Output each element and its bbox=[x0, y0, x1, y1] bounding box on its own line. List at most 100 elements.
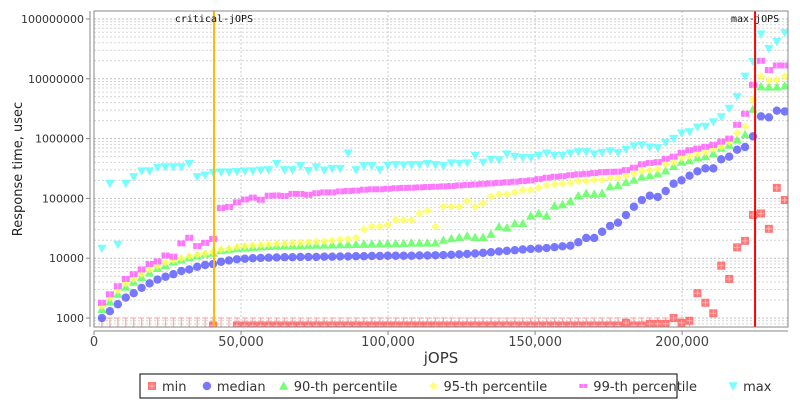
data-point bbox=[741, 110, 750, 117]
data-point bbox=[541, 211, 552, 220]
legend-swatch-icon bbox=[728, 382, 738, 391]
data-point bbox=[391, 238, 401, 248]
y-axis-label: Response time, usec bbox=[11, 102, 26, 236]
data-point bbox=[494, 321, 503, 327]
data-point bbox=[232, 199, 241, 206]
data-point bbox=[557, 151, 568, 161]
series-max bbox=[97, 28, 788, 254]
data-point bbox=[685, 171, 694, 180]
data-point bbox=[717, 138, 726, 145]
data-point bbox=[288, 190, 297, 197]
data-point bbox=[486, 192, 496, 201]
data-point bbox=[232, 167, 242, 177]
data-point bbox=[217, 205, 226, 212]
data-point bbox=[343, 149, 353, 158]
data-point bbox=[430, 238, 441, 247]
data-point bbox=[772, 183, 781, 192]
data-point bbox=[462, 231, 472, 240]
plot-area bbox=[94, 11, 788, 327]
data-point bbox=[614, 168, 623, 175]
data-point bbox=[724, 104, 734, 114]
data-point bbox=[732, 128, 742, 138]
data-point bbox=[391, 215, 400, 224]
data-point bbox=[153, 275, 162, 284]
data-point bbox=[621, 145, 631, 155]
data-point bbox=[669, 153, 678, 160]
data-point bbox=[414, 161, 425, 170]
data-point bbox=[271, 160, 282, 169]
legend-label: 95-th percentile bbox=[444, 380, 548, 395]
data-point bbox=[398, 238, 409, 248]
data-point bbox=[399, 184, 408, 191]
data-point bbox=[653, 159, 662, 166]
data-point bbox=[470, 202, 480, 211]
data-point bbox=[375, 166, 385, 175]
data-point bbox=[518, 218, 528, 228]
data-point bbox=[169, 253, 178, 260]
data-point bbox=[717, 155, 726, 164]
data-point bbox=[359, 162, 369, 171]
y-tick-label: 1000000 bbox=[35, 133, 84, 146]
data-point bbox=[756, 112, 766, 121]
x-tick-label: 0 bbox=[90, 335, 98, 350]
data-point bbox=[335, 235, 345, 244]
data-point bbox=[772, 82, 782, 91]
data-point bbox=[224, 203, 233, 210]
data-point bbox=[312, 252, 321, 262]
y-tick-label: 100000000 bbox=[21, 13, 84, 26]
data-point bbox=[447, 202, 456, 211]
data-point bbox=[336, 321, 345, 327]
data-point bbox=[780, 107, 788, 116]
data-point bbox=[685, 147, 694, 154]
data-point bbox=[224, 256, 234, 265]
data-point bbox=[510, 321, 519, 327]
data-point bbox=[153, 261, 162, 270]
data-point bbox=[415, 209, 424, 218]
data-point bbox=[423, 184, 432, 191]
data-point bbox=[764, 76, 774, 85]
y-tick-label: 100000 bbox=[42, 192, 84, 205]
data-point bbox=[637, 321, 646, 327]
data-point bbox=[280, 321, 289, 327]
data-point bbox=[216, 168, 226, 177]
data-point bbox=[200, 249, 210, 258]
data-point bbox=[573, 191, 584, 200]
data-point bbox=[502, 190, 512, 199]
data-point bbox=[359, 186, 368, 193]
data-point bbox=[152, 163, 163, 173]
data-point bbox=[629, 321, 638, 327]
data-point bbox=[756, 81, 766, 91]
data-point bbox=[145, 279, 154, 288]
data-point bbox=[502, 179, 511, 186]
data-point bbox=[534, 244, 543, 253]
data-point bbox=[645, 160, 654, 167]
data-point bbox=[668, 134, 679, 144]
data-point bbox=[415, 251, 424, 260]
data-point bbox=[709, 309, 718, 318]
data-point bbox=[605, 181, 615, 191]
x-tick-label: 50,000 bbox=[218, 335, 264, 350]
data-point bbox=[414, 238, 425, 247]
data-point bbox=[344, 321, 353, 327]
data-point bbox=[709, 164, 718, 173]
data-point bbox=[693, 289, 702, 298]
data-point bbox=[145, 265, 154, 274]
data-point bbox=[248, 321, 257, 327]
data-point bbox=[550, 242, 559, 252]
data-point bbox=[439, 183, 448, 190]
data-point bbox=[780, 72, 788, 81]
data-point bbox=[733, 243, 742, 252]
data-point bbox=[240, 167, 250, 176]
x-axis-label: jOPS bbox=[423, 349, 459, 367]
data-point bbox=[692, 123, 703, 132]
data-point bbox=[597, 175, 607, 185]
data-point bbox=[526, 177, 535, 184]
data-point bbox=[629, 164, 638, 171]
data-point bbox=[462, 159, 472, 168]
data-point bbox=[637, 195, 647, 205]
data-point bbox=[693, 149, 702, 159]
data-point bbox=[565, 196, 576, 205]
data-point bbox=[121, 275, 130, 282]
data-point bbox=[486, 248, 496, 257]
data-point bbox=[430, 161, 441, 170]
